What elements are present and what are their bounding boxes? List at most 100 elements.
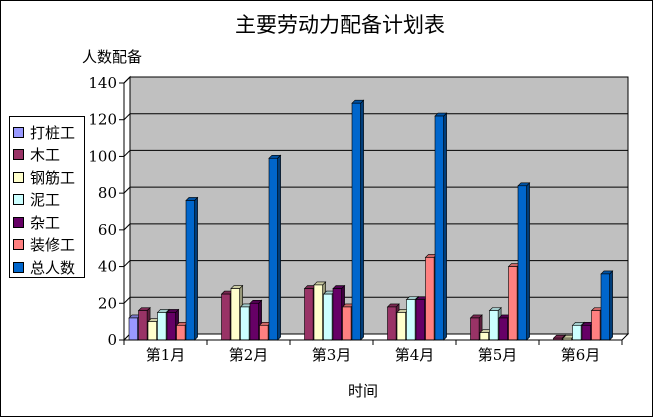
- bar-front: [157, 312, 167, 341]
- bar-side: [526, 182, 530, 341]
- axes-group: 第1月 第2月 第3月 第4月 第5月 第6月 0 20 40 60 80 100 120 140: [88, 74, 623, 364]
- bar-front: [323, 293, 333, 341]
- y-tick-label: 40: [98, 258, 117, 276]
- bar-front: [396, 312, 406, 341]
- bar-front: [342, 306, 352, 341]
- plot-area: [122, 75, 630, 342]
- bar-front: [147, 321, 157, 341]
- legend-label: 装修工: [30, 236, 76, 255]
- legend-item: 泥工: [10, 189, 84, 212]
- bar-front: [517, 185, 527, 341]
- x-axis-label: 时间: [348, 382, 378, 400]
- gridline-diag: [123, 76, 131, 84]
- bar-front: [185, 200, 195, 341]
- gridline-diag: [123, 186, 131, 194]
- y-tick-label: 120: [88, 111, 117, 129]
- y-tick-label: 100: [88, 147, 117, 165]
- bar-front: [508, 266, 518, 341]
- bar-front: [470, 317, 480, 341]
- y-tick-label: 0: [107, 331, 117, 349]
- bar-front: [351, 102, 361, 341]
- legend-swatch: [13, 261, 24, 273]
- bar-side: [360, 99, 364, 341]
- legend-swatch: [13, 149, 24, 161]
- bar-front: [230, 288, 240, 341]
- plot-back-wall: [129, 76, 629, 335]
- bar: [434, 112, 448, 341]
- bar-side: [277, 154, 281, 341]
- bar-front: [406, 299, 416, 341]
- gridline-diag: [123, 296, 131, 304]
- gridline-diag: [123, 260, 131, 267]
- legend-label: 总人数: [30, 258, 76, 277]
- bar-front: [332, 288, 342, 341]
- bar-side: [443, 112, 447, 341]
- bar-front: [128, 317, 138, 341]
- bar-front: [434, 115, 444, 341]
- legend-label: 杂工: [30, 213, 61, 232]
- bar-side: [194, 196, 198, 341]
- y-tick-label: 80: [98, 184, 117, 202]
- bar-front: [581, 325, 591, 341]
- bar-front: [249, 302, 259, 341]
- y-tick-label: 60: [98, 221, 117, 239]
- legend-item: 木工: [10, 144, 84, 167]
- legend-label: 打桩工: [30, 123, 76, 142]
- x-tick-label: 第3月: [312, 346, 352, 364]
- bar: [351, 99, 365, 341]
- bar: [185, 196, 199, 341]
- bar-front: [221, 293, 231, 341]
- bar-front: [415, 299, 425, 341]
- bar-side: [609, 270, 613, 341]
- bar: [517, 182, 531, 341]
- legend-swatch: [13, 194, 24, 206]
- bar-front: [600, 273, 610, 341]
- bar-front: [572, 325, 582, 341]
- x-tick-label: 第2月: [229, 346, 269, 364]
- legend-swatch: [13, 239, 24, 251]
- gridline-diag: [123, 223, 131, 231]
- bar-front: [479, 332, 489, 341]
- bar-front: [498, 317, 508, 341]
- legend-label: 钢筋工: [30, 168, 76, 187]
- x-tick-label: 第1月: [146, 346, 186, 364]
- bar-front: [268, 157, 278, 341]
- x-tick-label: 第6月: [561, 346, 601, 364]
- legend-swatch: [13, 171, 24, 183]
- bar-front: [313, 284, 323, 341]
- legend-item: 总人数: [10, 256, 84, 279]
- bar-front: [240, 306, 250, 341]
- bar-front: [489, 310, 499, 341]
- bar-front: [304, 288, 314, 341]
- legend-label: 泥工: [30, 191, 61, 210]
- legend-item: 打桩工: [10, 121, 84, 144]
- bar: [552, 334, 566, 341]
- legend-item: 装修工: [10, 234, 84, 257]
- gridline-diag: [123, 113, 131, 121]
- y-tick-label: 20: [98, 294, 117, 312]
- bar-front: [259, 325, 269, 341]
- legend-label: 木工: [30, 146, 61, 165]
- bars-group: [128, 99, 614, 341]
- chart-title: 主要劳动力配备计划表: [235, 13, 445, 37]
- bar-front: [138, 310, 148, 341]
- bar: [268, 154, 282, 341]
- bar-front: [176, 325, 186, 341]
- bar-front: [166, 312, 176, 341]
- legend-item: 钢筋工: [10, 166, 84, 189]
- legend-swatch: [13, 126, 24, 138]
- legend: 打桩工木工钢筋工泥工杂工装修工总人数: [9, 116, 85, 278]
- legend-swatch: [13, 216, 24, 228]
- x-tick-label: 第4月: [395, 346, 435, 364]
- bar-front: [387, 306, 397, 341]
- gridline-diag: [123, 150, 131, 157]
- legend-item: 杂工: [10, 211, 84, 234]
- bar: [600, 270, 614, 341]
- y-axis-label: 人数配备: [82, 48, 142, 66]
- bar-front: [425, 257, 435, 341]
- x-tick-label: 第5月: [478, 346, 518, 364]
- y-tick-label: 140: [88, 74, 117, 92]
- bar-front: [591, 310, 601, 341]
- plot-floor: [122, 333, 630, 341]
